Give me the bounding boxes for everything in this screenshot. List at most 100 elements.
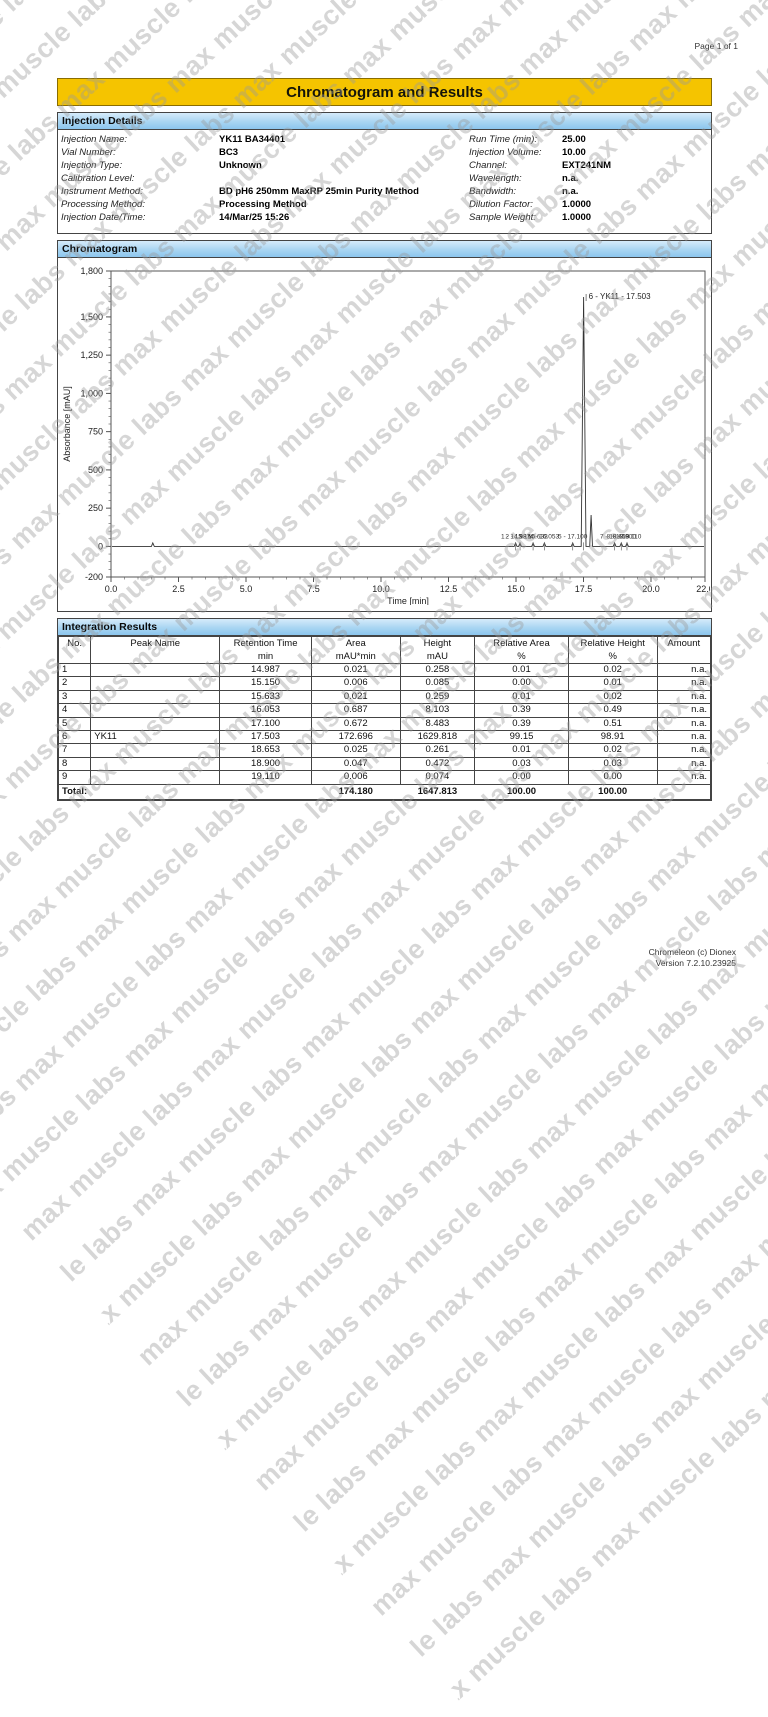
injection-details-section: Injection Details Injection Name: YK11 BA… (57, 112, 712, 234)
column-header: Height mAU (399, 636, 476, 664)
table-cell: 3 (57, 689, 92, 705)
field-label: Processing Method: (61, 199, 145, 210)
table-row: 9 19.110 0.006 0.074 0.00 0.00 n.a. (57, 770, 712, 785)
field-label: Sample Weight: (469, 212, 536, 223)
table-cell: 16.053 (219, 703, 312, 718)
table-cell: 98.91 (567, 730, 658, 745)
peak-label: 7 - 18.653 (600, 533, 630, 540)
table-total-cell: 1647.813 (400, 783, 475, 800)
x-tick-label: 7.5 (307, 584, 320, 594)
table-cell: n.a. (656, 703, 712, 718)
table-cell (90, 743, 221, 758)
table-cell: 18.653 (219, 743, 312, 758)
table-cell: 0.01 (474, 743, 569, 758)
y-tick-label: 1,500 (80, 312, 103, 322)
y-axis-title: Absorbance [mAU] (62, 386, 72, 462)
table-cell (90, 716, 221, 732)
peak-label: 1 - 14.987 (501, 533, 531, 540)
table-row: 1 14.987 0.021 0.258 0.01 0.02 n.a. (57, 662, 712, 678)
table-cell: 0.02 (567, 662, 658, 678)
table-total-cell: 100.00 (474, 783, 569, 800)
integration-results-header: Integration Results (58, 619, 711, 636)
y-tick-label: 0 (98, 541, 103, 551)
table-cell: 19.110 (219, 770, 312, 785)
table-cell: n.a. (656, 716, 712, 732)
report-title: Chromatogram and Results (286, 83, 483, 101)
table-cell: 0.047 (310, 756, 401, 772)
table-cell: 9 (57, 770, 92, 785)
field-value: YK11 BA34401 (219, 134, 286, 145)
detail-row: Vial Number: BC3 (61, 146, 469, 159)
integration-results-section: Integration Results No. Peak Name Retent… (57, 618, 712, 801)
table-cell: 0.03 (567, 756, 658, 772)
table-cell: 14.987 (219, 662, 312, 678)
detail-row: Injection Date/Time: 14/Mar/25 15:26 (61, 211, 469, 224)
field-value: 10.00 (562, 147, 586, 158)
field-value: 1.0000 (562, 199, 592, 210)
detail-row: Run Time (min): 25.00 (469, 133, 707, 146)
field-value: Unknown (219, 160, 262, 171)
table-cell: n.a. (656, 676, 712, 691)
software-credit: Chromeleon (c) Dionex Version 7.2.10.239… (649, 947, 736, 968)
table-row: 3 15.633 0.021 0.259 0.01 0.02 n.a. (57, 689, 712, 705)
table-row: 5 17.100 0.672 8.483 0.39 0.51 n.a. (57, 716, 712, 732)
detail-row: Calibration Level: (61, 172, 469, 185)
field-label: Injection Volume: (469, 147, 542, 158)
table-cell: 0.258 (399, 662, 476, 678)
y-tick-label: 1,000 (80, 388, 103, 398)
x-tick-label: 12.5 (440, 584, 458, 594)
field-value: EXT241NM (562, 160, 612, 171)
x-tick-label: 10.0 (372, 584, 390, 594)
field-value: BC3 (219, 147, 239, 158)
table-cell: 0.672 (310, 716, 401, 732)
plot-frame (110, 270, 706, 578)
table-cell: n.a. (656, 756, 712, 772)
field-label: Wavelength: (469, 173, 522, 184)
injection-details-grid: Injection Name: YK11 BA34401 Vial Number: B… (58, 130, 711, 233)
field-label: Dilution Factor: (469, 199, 533, 210)
field-label: Bandwidth: (469, 186, 517, 197)
table-cell: 17.503 (219, 730, 312, 745)
table-cell: 0.472 (399, 756, 476, 772)
table-cell: 0.03 (474, 756, 569, 772)
table-cell (90, 689, 221, 705)
detail-row: Instrument Method: BD pH6 250mm MaxRP 25m… (61, 185, 469, 198)
peak-label: 5 - 17.100 (558, 533, 588, 540)
detail-row: Dilution Factor: 1.0000 (469, 198, 707, 211)
table-cell (90, 662, 221, 678)
table-cell: 5 (57, 716, 92, 732)
detail-row: Injection Type: Unknown (61, 159, 469, 172)
page-number: Page 1 of 1 (694, 41, 738, 51)
report-title-banner: Chromatogram and Results (57, 78, 712, 106)
table-cell: 0.006 (310, 770, 401, 785)
injection-details-right-column: Run Time (min): 25.00 Injection Volume: 10.… (469, 133, 707, 224)
table-row: 4 16.053 0.687 8.103 0.39 0.49 n.a. (57, 703, 712, 718)
table-cell: 0.025 (310, 743, 401, 758)
table-cell: 0.39 (474, 716, 569, 732)
detail-row: Injection Volume: 10.00 (469, 146, 707, 159)
table-cell: 15.633 (219, 689, 312, 705)
field-value: n.a. (562, 186, 579, 197)
x-tick-label: 17.5 (575, 584, 593, 594)
field-value: 14/Mar/25 15:26 (219, 212, 290, 223)
table-cell: 0.51 (567, 716, 658, 732)
table-cell: YK11 (90, 730, 221, 745)
field-value: Processing Method (219, 199, 307, 210)
x-tick-label: 5.0 (240, 584, 253, 594)
table-cell: 8.103 (399, 703, 476, 718)
table-cell: 0.261 (399, 743, 476, 758)
integration-results-table: No. Peak Name Retention Time min Area mAU*m… (57, 636, 712, 800)
peak-label: 3 - 15.633 (518, 533, 548, 540)
x-tick-label: 22.0 (696, 584, 710, 594)
table-row: 6 YK11 17.503 172.696 1629.818 99.15 98.91 n.a. (57, 730, 712, 745)
table-cell: 0.01 (474, 662, 569, 678)
table-cell: 1629.818 (399, 730, 476, 745)
table-row: 2 15.150 0.006 0.085 0.00 0.01 n.a. (57, 676, 712, 691)
table-cell: 0.687 (310, 703, 401, 718)
table-cell (90, 770, 221, 785)
table-cell: n.a. (656, 689, 712, 705)
detail-row: Wavelength: n.a. (469, 172, 707, 185)
field-label: Run Time (min): (469, 134, 538, 145)
table-cell: 0.39 (474, 703, 569, 718)
injection-details-left-column: Injection Name: YK11 BA34401 Vial Number: B… (61, 133, 469, 224)
